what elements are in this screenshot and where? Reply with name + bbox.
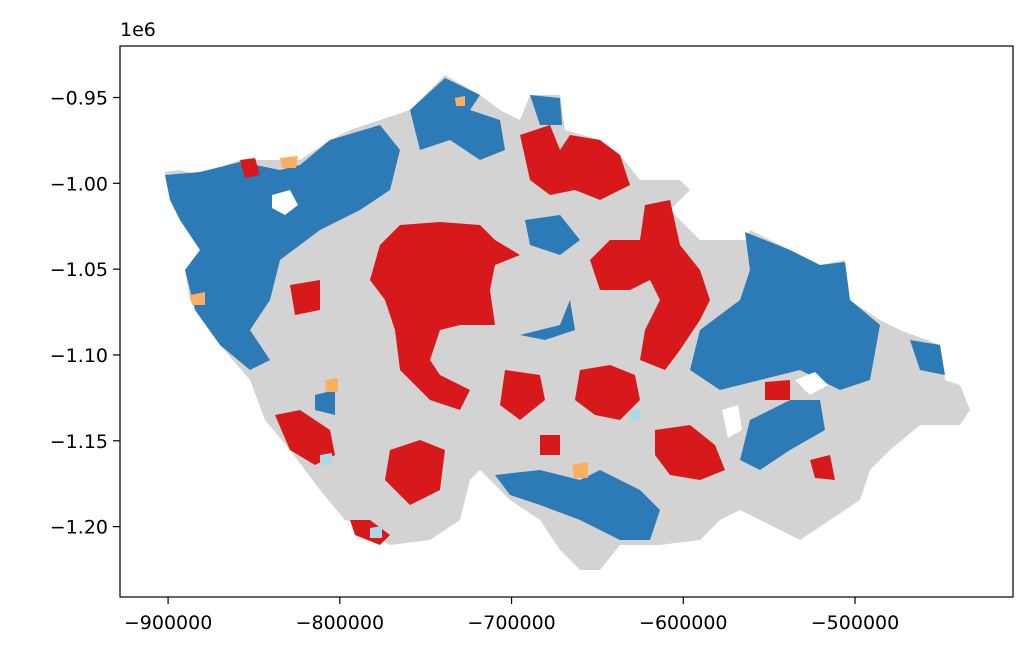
region — [240, 158, 260, 178]
y-tick-label: −1.10 — [50, 345, 108, 367]
region — [370, 222, 520, 410]
region — [410, 78, 505, 160]
region — [575, 365, 640, 420]
enclaves — [272, 190, 828, 438]
enclave — [272, 190, 298, 215]
region — [572, 462, 588, 478]
region — [655, 425, 725, 480]
region — [280, 156, 298, 168]
region — [325, 378, 338, 392]
region — [455, 96, 465, 106]
region — [525, 215, 580, 255]
region — [590, 200, 710, 370]
region — [500, 370, 545, 420]
region — [630, 410, 640, 420]
region — [190, 292, 205, 305]
offset-label: 1e6 — [120, 19, 156, 41]
light-blue-regions — [320, 410, 640, 538]
region — [765, 380, 790, 400]
region — [810, 455, 835, 480]
region — [385, 440, 445, 505]
enclave — [795, 372, 828, 395]
region — [275, 410, 335, 465]
y-tick-label: −0.95 — [50, 87, 108, 109]
x-tick-label: −600000 — [639, 612, 727, 634]
blue-regions — [165, 78, 945, 540]
region — [370, 526, 382, 538]
orange-regions — [190, 96, 588, 478]
region — [530, 95, 562, 125]
y-tick-label: −1.00 — [50, 173, 108, 195]
y-tick-label: −1.05 — [50, 259, 108, 281]
region — [740, 400, 825, 470]
y-tick-label: −1.20 — [50, 517, 108, 539]
region — [520, 125, 630, 200]
x-tick-label: −900000 — [124, 612, 212, 634]
y-tick-label: −1.15 — [50, 431, 108, 453]
x-tick-label: −500000 — [811, 612, 899, 634]
enclave — [722, 405, 742, 438]
map — [165, 75, 970, 570]
region — [320, 453, 332, 465]
region — [690, 232, 880, 390]
region — [520, 300, 575, 340]
region — [910, 340, 945, 375]
x-tick-label: −800000 — [296, 612, 384, 634]
region — [495, 470, 660, 540]
red-regions — [240, 125, 835, 545]
region — [540, 435, 560, 455]
region — [165, 125, 400, 370]
region — [315, 390, 335, 415]
axes-frame — [119, 45, 1014, 598]
x-tick-label: −700000 — [467, 612, 555, 634]
region — [290, 280, 320, 315]
